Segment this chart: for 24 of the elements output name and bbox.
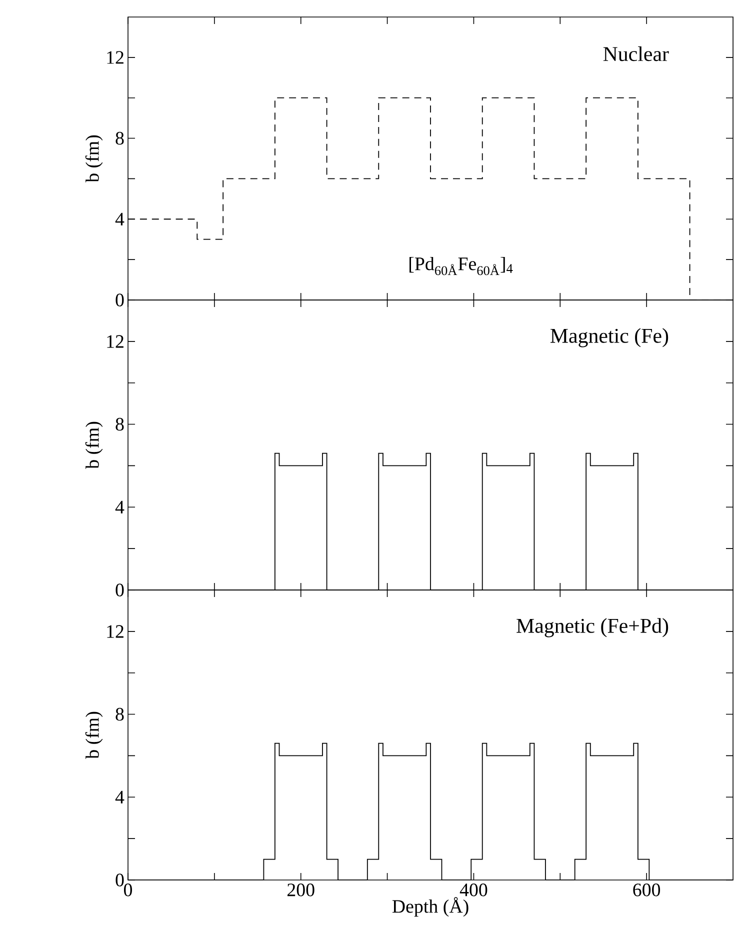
y-tick-label: 0 [116,874,124,886]
y-tick-label: 12 [107,625,124,638]
text: Magnetic (Fe+Pd) [516,618,668,638]
x-tick-label: 0 [124,884,132,896]
y-tick-label: 0 [116,584,124,596]
y-axis-title: b (fm) [85,135,103,182]
x-axis-title: Depth (Å) [392,897,468,917]
y-axis-title: b (fm) [85,712,103,759]
text: Nuclear [603,46,669,62]
y-tick-label: 0 [116,294,124,306]
x-tick-label: 600 [633,884,660,896]
y-tick-label: 12 [107,335,124,348]
y-tick-label: 8 [116,132,124,145]
text: Magnetic (Fe) [550,328,668,348]
y-tick-label: 12 [107,51,124,64]
x-tick-label: 200 [287,884,314,896]
y-tick-label: 8 [116,708,124,721]
x-tick-label: 400 [460,884,488,896]
y-tick-label: 4 [115,790,124,804]
annotation: [Pd$_{60Å}$Fe$_{60Å}$]$_{4}$ [410,256,513,276]
y-tick-label: 4 [115,212,124,226]
y-tick-label: 8 [116,418,124,431]
y-axis-title: b (fm) [85,422,103,469]
y-tick-label: 4 [115,500,124,514]
